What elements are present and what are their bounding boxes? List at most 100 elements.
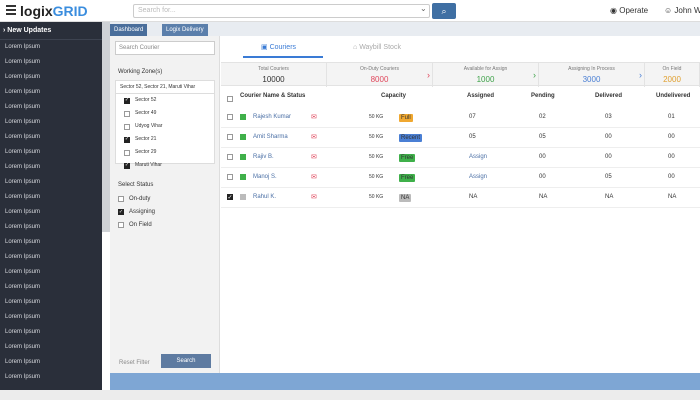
sidebar-item[interactable]: Lorem Ipsum bbox=[5, 194, 41, 200]
zone-checkbox[interactable]: ✓ bbox=[124, 136, 130, 143]
zone-option[interactable]: Udyog Vihar bbox=[116, 120, 214, 133]
tab-waybill-stock[interactable]: ⌂ Waybill Stock bbox=[353, 44, 401, 51]
filter-search-button[interactable]: Search bbox=[161, 354, 211, 368]
table-row[interactable]: Rajesh Kumar ✉ 50 KG Full 07 02 03 01 bbox=[221, 108, 700, 128]
zone-list: Sector 52, Sector 21, Maruti Vihar ✓ Sect… bbox=[115, 80, 215, 169]
zone-option[interactable]: ✓ Sector 52 bbox=[116, 94, 214, 107]
sidebar-item[interactable]: Lorem Ipsum bbox=[5, 269, 41, 275]
table-row[interactable]: ✓ Rahul K. ✉ 50 KG NA NA NA NA NA bbox=[221, 188, 700, 208]
courier-name-link[interactable]: Rahul K. bbox=[253, 194, 277, 200]
sidebar-item[interactable]: Lorem Ipsum bbox=[5, 74, 41, 80]
user-icon: ☺ bbox=[664, 6, 673, 15]
stat-card[interactable]: Total Couriers 10000 bbox=[221, 63, 327, 87]
zone-option-label: Sector 29 bbox=[135, 149, 157, 155]
sidebar-item[interactable]: Lorem Ipsum bbox=[5, 164, 41, 170]
zone-checkbox[interactable]: ✓ bbox=[124, 162, 130, 169]
message-icon[interactable]: ✉ bbox=[311, 134, 317, 141]
stat-card[interactable]: Assigning In Process 3000 › bbox=[539, 63, 645, 87]
zone-option[interactable]: ✓ Maruti Vihar bbox=[116, 159, 214, 172]
user-menu[interactable]: ☺ John Wi bbox=[664, 6, 700, 15]
sidebar-item[interactable]: Lorem Ipsum bbox=[5, 314, 41, 320]
status-bar bbox=[0, 390, 700, 400]
status-indicator bbox=[240, 134, 246, 140]
sidebar-item[interactable]: Lorem Ipsum bbox=[5, 44, 41, 50]
status-option[interactable]: On Field bbox=[118, 219, 152, 231]
pending-value: 00 bbox=[539, 154, 546, 160]
tab-dashboard[interactable]: Dashboard bbox=[110, 24, 148, 36]
courier-name-link[interactable]: Rajesh Kumar bbox=[253, 114, 292, 120]
tab-couriers[interactable]: ▣ Couriers bbox=[243, 42, 323, 58]
zone-option[interactable]: Sector 49 bbox=[116, 107, 214, 120]
row-checkbox[interactable] bbox=[227, 134, 233, 140]
row-checkbox[interactable]: ✓ bbox=[227, 194, 233, 201]
sidebar-item[interactable]: Lorem Ipsum bbox=[5, 89, 41, 95]
zone-checkbox[interactable] bbox=[124, 123, 130, 130]
sidebar-item[interactable]: Lorem Ipsum bbox=[5, 239, 41, 245]
status-option[interactable]: On-duty bbox=[118, 193, 150, 205]
sidebar-item[interactable]: Lorem Ipsum bbox=[5, 374, 41, 380]
app-logo: logixGRID bbox=[20, 3, 88, 19]
status-option[interactable]: ✓ Assigning bbox=[118, 206, 155, 218]
zone-checkbox[interactable] bbox=[124, 149, 130, 156]
global-search-input[interactable]: Search for... bbox=[133, 4, 430, 18]
assigned-value[interactable]: Assign bbox=[469, 154, 488, 160]
row-checkbox[interactable] bbox=[227, 114, 233, 120]
courier-name-link[interactable]: Manoj S. bbox=[253, 174, 277, 180]
message-icon[interactable]: ✉ bbox=[311, 154, 317, 161]
status-checkbox[interactable]: ✓ bbox=[118, 209, 124, 215]
zone-checkbox[interactable]: ✓ bbox=[124, 97, 130, 104]
table-row[interactable]: Amit Sharma ✉ 50 KG Recent 05 05 00 00 bbox=[221, 128, 700, 148]
menu-icon[interactable] bbox=[6, 5, 16, 15]
sidebar-item[interactable]: Lorem Ipsum bbox=[5, 359, 41, 365]
status-checkbox[interactable] bbox=[118, 196, 124, 202]
zone-option-label: Maruti Vihar bbox=[135, 162, 162, 168]
sidebar-item[interactable]: Lorem Ipsum bbox=[5, 119, 41, 125]
operate-menu[interactable]: ◉ Operate bbox=[610, 6, 649, 15]
breadcrumb-bar bbox=[110, 22, 700, 36]
stat-card[interactable]: On-Duty Couriers 8000 › bbox=[327, 63, 433, 87]
sidebar-item[interactable]: Lorem Ipsum bbox=[5, 104, 41, 110]
sidebar-item[interactable]: Lorem Ipsum bbox=[5, 59, 41, 65]
select-all-checkbox[interactable] bbox=[227, 96, 233, 102]
reset-filter-link[interactable]: Reset Filter bbox=[119, 360, 150, 366]
chevron-right-icon[interactable]: › bbox=[533, 70, 536, 80]
zone-label: Working Zone(s) bbox=[118, 69, 163, 75]
status-checkbox[interactable] bbox=[118, 222, 124, 228]
message-icon[interactable]: ✉ bbox=[311, 194, 317, 201]
message-icon[interactable]: ✉ bbox=[311, 174, 317, 181]
chevron-right-icon[interactable]: › bbox=[639, 70, 642, 80]
table-row[interactable]: Manoj S. ✉ 50 KG Free Assign 00 05 00 bbox=[221, 168, 700, 188]
sidebar-item[interactable]: Lorem Ipsum bbox=[5, 134, 41, 140]
search-button[interactable]: ⌕ bbox=[432, 3, 456, 19]
sidebar-item[interactable]: Lorem Ipsum bbox=[5, 299, 41, 305]
message-icon[interactable]: ✉ bbox=[311, 114, 317, 121]
sidebar-item[interactable]: Lorem Ipsum bbox=[5, 149, 41, 155]
zone-option[interactable]: ✓ Sector 21 bbox=[116, 133, 214, 146]
stat-card[interactable]: Available for Assign 1000 › bbox=[433, 63, 539, 87]
tab-logix-delivery[interactable]: Logix Delivery bbox=[162, 24, 208, 36]
sidebar-item[interactable]: Lorem Ipsum bbox=[5, 254, 41, 260]
sidebar-item[interactable]: Lorem Ipsum bbox=[5, 224, 41, 230]
zone-option[interactable]: Sector 29 bbox=[116, 146, 214, 159]
courier-name-link[interactable]: Amit Sharma bbox=[253, 134, 288, 140]
sidebar-item[interactable]: Lorem Ipsum bbox=[5, 209, 41, 215]
sidebar-title[interactable]: › New Updates bbox=[0, 22, 102, 40]
courier-search-input[interactable]: Search Courier bbox=[115, 41, 215, 55]
zone-select[interactable]: Sector 52, Sector 21, Maruti Vihar bbox=[116, 81, 214, 94]
sidebar-item[interactable]: Lorem Ipsum bbox=[5, 329, 41, 335]
col-delivered: Delivered bbox=[595, 93, 623, 99]
sidebar-item[interactable]: Lorem Ipsum bbox=[5, 344, 41, 350]
row-checkbox[interactable] bbox=[227, 154, 233, 160]
courier-name-link[interactable]: Rajiv B. bbox=[253, 154, 274, 160]
row-checkbox[interactable] bbox=[227, 174, 233, 180]
sidebar-scrollbar[interactable] bbox=[102, 22, 110, 232]
zone-checkbox[interactable] bbox=[124, 110, 130, 117]
chevron-down-icon[interactable]: ⌄ bbox=[420, 4, 427, 13]
table-row[interactable]: Rajiv B. ✉ 50 KG Free Assign 00 00 00 bbox=[221, 148, 700, 168]
assigned-value[interactable]: Assign bbox=[469, 174, 488, 180]
sidebar-item[interactable]: Lorem Ipsum bbox=[5, 284, 41, 290]
col-undelivered: Undelivered bbox=[656, 93, 691, 99]
chevron-right-icon[interactable]: › bbox=[427, 70, 430, 80]
stat-card[interactable]: On Field 2000 bbox=[645, 63, 700, 87]
sidebar-item[interactable]: Lorem Ipsum bbox=[5, 179, 41, 185]
